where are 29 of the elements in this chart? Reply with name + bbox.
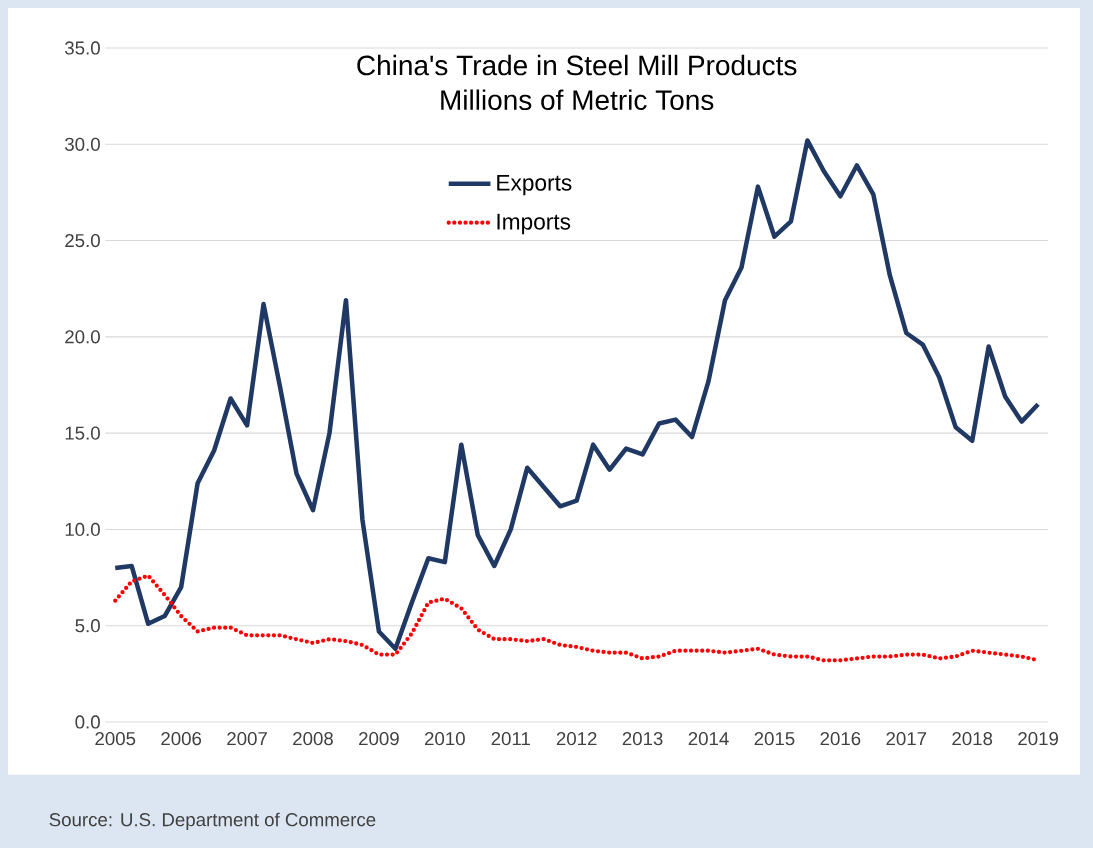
y-tick-label: 15.0 bbox=[65, 426, 100, 440]
x-tick-label: 2011 bbox=[491, 732, 530, 746]
x-tick-label: 2017 bbox=[886, 732, 927, 746]
x-tick-label: 2008 bbox=[293, 732, 333, 746]
x-tick-label: 2005 bbox=[95, 732, 136, 746]
x-tick-label: 2014 bbox=[688, 732, 729, 746]
y-tick-label: 10.0 bbox=[65, 522, 100, 537]
y-tick-label: 30.0 bbox=[65, 137, 100, 151]
text: Millions of Metric Tons bbox=[441, 89, 714, 111]
x-tick-label: 2012 bbox=[556, 732, 597, 746]
y-tick-label: 20.0 bbox=[65, 330, 100, 344]
x-tick-label: 2010 bbox=[425, 732, 465, 746]
x-tick-label: 2016 bbox=[820, 732, 861, 746]
y-tick-label: 5.0 bbox=[75, 619, 100, 633]
line-series bbox=[112, 138, 1041, 652]
x-tick-label: 2009 bbox=[359, 732, 399, 746]
x-tick-label: 2013 bbox=[622, 732, 663, 746]
x-tick-label: 2015 bbox=[754, 732, 795, 746]
y-tick-label: 35.0 bbox=[65, 41, 100, 55]
source-note: Source: U.S. Department of Commerce bbox=[49, 812, 376, 830]
x-tick-label: 2019 bbox=[1018, 732, 1058, 746]
legend-label: Imports bbox=[497, 213, 571, 235]
x-tick-label: 2007 bbox=[227, 732, 267, 746]
legend-label: Exports bbox=[497, 174, 572, 196]
y-tick-label: 25.0 bbox=[65, 233, 100, 248]
x-tick-label: 2006 bbox=[161, 732, 202, 746]
x-tick-label: 2018 bbox=[952, 732, 993, 746]
y-tick-label: 0.0 bbox=[75, 715, 100, 729]
chart-title: China's Trade in Steel Mill Products bbox=[357, 54, 797, 76]
